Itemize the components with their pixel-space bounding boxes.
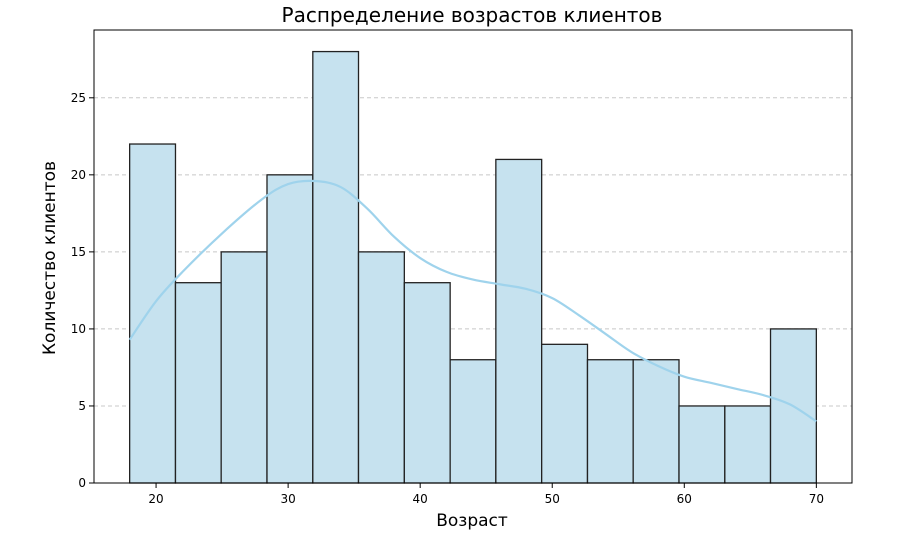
histogram-bar xyxy=(129,143,177,484)
histogram-bar xyxy=(678,405,726,484)
y-tick-label: 25 xyxy=(71,91,86,105)
x-tick-label: 60 xyxy=(677,492,692,506)
y-tick-label: 0 xyxy=(78,476,86,490)
histogram-bar xyxy=(632,359,680,484)
histogram-bar xyxy=(403,282,451,484)
histogram-bar xyxy=(220,251,268,484)
y-tick-label: 20 xyxy=(71,168,86,182)
y-tick-label: 15 xyxy=(71,245,86,259)
y-tick-label: 10 xyxy=(71,322,86,336)
x-tick-label: 50 xyxy=(545,492,560,506)
y-tick-label: 5 xyxy=(78,399,86,413)
histogram-bar xyxy=(449,359,497,484)
x-axis-ticks: 20 30 40 50 60 70 xyxy=(148,483,824,506)
y-axis-ticks: 0 5 10 15 20 25 xyxy=(71,91,94,490)
histogram-bar xyxy=(266,174,314,484)
x-tick-label: 40 xyxy=(413,492,428,506)
histogram-bar xyxy=(724,405,772,484)
histogram-bar xyxy=(174,282,222,484)
histogram-bar xyxy=(586,359,634,484)
histogram-bar xyxy=(495,158,543,484)
histogram-bar xyxy=(541,343,589,484)
x-tick-label: 70 xyxy=(809,492,824,506)
chart-title: Распределение возрастов клиентов xyxy=(282,3,663,27)
y-axis-label: Количество клиентов xyxy=(40,161,60,355)
x-axis-label: Возраст xyxy=(436,511,508,531)
kde-curve xyxy=(128,179,817,423)
plot-frame xyxy=(93,29,853,484)
x-tick-label: 20 xyxy=(148,492,163,506)
histogram-bars xyxy=(129,50,817,484)
histogram-bar xyxy=(357,251,405,484)
histogram-bar xyxy=(312,50,360,484)
x-tick-label: 30 xyxy=(280,492,295,506)
